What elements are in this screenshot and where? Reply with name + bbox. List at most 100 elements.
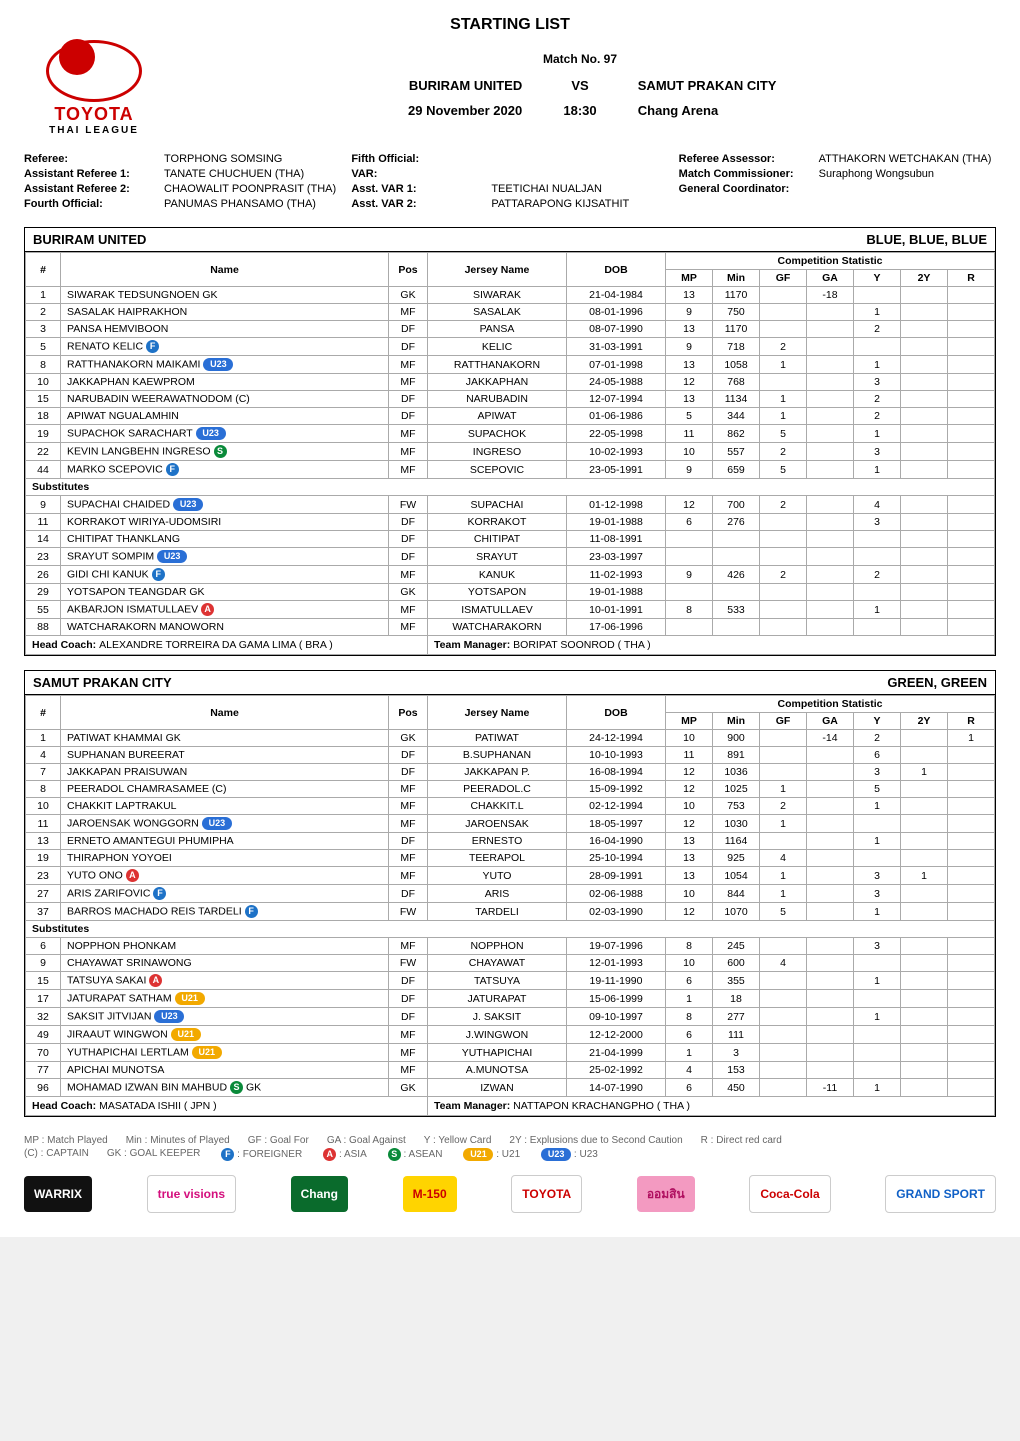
player-y2 — [901, 338, 948, 356]
player-y2 — [901, 408, 948, 425]
player-min: 718 — [713, 338, 760, 356]
player-gf — [760, 1062, 807, 1079]
player-y2 — [901, 747, 948, 764]
player-ga — [807, 850, 854, 867]
player-name: AKBARJON ISMATULLAEVA — [61, 601, 389, 619]
player-mp: 8 — [666, 1008, 713, 1026]
player-ga — [807, 972, 854, 990]
player-mp: 6 — [666, 1079, 713, 1097]
player-y2 — [901, 566, 948, 584]
player-dob: 25-10-1994 — [567, 850, 666, 867]
player-jersey: YUTHAPICHAI — [428, 1044, 567, 1062]
player-dob: 18-05-1997 — [567, 815, 666, 833]
player-r — [948, 1026, 995, 1044]
player-min: 533 — [713, 601, 760, 619]
official-value — [491, 168, 668, 180]
player-row: 18APIWAT NGUALAMHINDFAPIWAT01-06-1986534… — [26, 408, 995, 425]
coach-name: ALEXANDRE TORREIRA DA GAMA LIMA ( BRA ) — [99, 639, 333, 651]
official-row: Assistant Referee 2:CHAOWALIT POONPRASIT… — [24, 183, 341, 195]
player-y: 1 — [854, 356, 901, 374]
legend-row-2: (C) : CAPTAINGK : GOAL KEEPERF : FOREIGN… — [24, 1148, 996, 1161]
player-dob: 24-05-1988 — [567, 374, 666, 391]
player-dob: 01-12-1998 — [567, 496, 666, 514]
player-y2 — [901, 1008, 948, 1026]
logo-dot — [59, 39, 95, 75]
player-min: 1170 — [713, 321, 760, 338]
player-gf — [760, 514, 807, 531]
player-name: CHITIPAT THANKLANG — [61, 531, 389, 548]
player-name: SIWARAK TEDSUNGNOEN GK — [61, 287, 389, 304]
player-ga: -11 — [807, 1079, 854, 1097]
player-num: 19 — [26, 425, 61, 443]
official-value: TANATE CHUCHUEN (THA) — [164, 168, 341, 180]
player-num: 18 — [26, 408, 61, 425]
player-min — [713, 531, 760, 548]
player-ga — [807, 408, 854, 425]
player-min — [713, 619, 760, 636]
player-mp: 11 — [666, 425, 713, 443]
player-min: 450 — [713, 1079, 760, 1097]
player-mp — [666, 619, 713, 636]
player-ga — [807, 391, 854, 408]
player-gf: 1 — [760, 885, 807, 903]
player-min: 277 — [713, 1008, 760, 1026]
player-mp: 9 — [666, 566, 713, 584]
player-row: 9SUPACHAI CHAIDEDU23FWSUPACHAI01-12-1998… — [26, 496, 995, 514]
player-name: KORRAKOT WIRIYA-UDOMSIRI — [61, 514, 389, 531]
col-ga: GA — [807, 713, 854, 730]
player-jersey: TARDELI — [428, 903, 567, 921]
player-y: 6 — [854, 747, 901, 764]
player-mp: 1 — [666, 990, 713, 1008]
player-jersey: CHAYAWAT — [428, 955, 567, 972]
player-min: 900 — [713, 730, 760, 747]
player-min: 1025 — [713, 781, 760, 798]
player-ga — [807, 798, 854, 815]
player-jersey: WATCHARAKORN — [428, 619, 567, 636]
player-min: 750 — [713, 304, 760, 321]
player-y2 — [901, 374, 948, 391]
player-row: 7JAKKAPAN PRAISUWANDFJAKKAPAN P.16-08-19… — [26, 764, 995, 781]
player-num: 49 — [26, 1026, 61, 1044]
player-ga — [807, 1044, 854, 1062]
player-ga — [807, 781, 854, 798]
player-gf — [760, 1008, 807, 1026]
team1-roster: #NamePosJersey NameDOBCompetition Statis… — [25, 252, 995, 655]
player-gf — [760, 833, 807, 850]
col-ga: GA — [807, 270, 854, 287]
player-mp: 1 — [666, 1044, 713, 1062]
team2-name: SAMUT PRAKAN CITY — [25, 671, 719, 694]
player-dob: 02-06-1988 — [567, 885, 666, 903]
player-row: 37BARROS MACHADO REIS TARDELIFFWTARDELI0… — [26, 903, 995, 921]
player-gf: 5 — [760, 903, 807, 921]
player-num: 11 — [26, 514, 61, 531]
player-row: 77APICHAI MUNOTSAMFA.MUNOTSA25-02-199241… — [26, 1062, 995, 1079]
legend-item: U23 : U23 — [538, 1148, 598, 1161]
player-y2 — [901, 1044, 948, 1062]
player-pos: DF — [389, 391, 428, 408]
officials-right: Referee Assessor:ATTHAKORN WETCHAKAN (TH… — [679, 150, 996, 213]
match-info: Match No. 97 BURIRAM UNITED VS SAMUT PRA… — [164, 52, 996, 124]
match-venue: Chang Arena — [628, 99, 994, 122]
player-jersey: CHAKKIT.L — [428, 798, 567, 815]
player-gf: 1 — [760, 356, 807, 374]
player-name: SRAYUT SOMPIMU23 — [61, 548, 389, 566]
player-y: 3 — [854, 938, 901, 955]
player-ga — [807, 321, 854, 338]
player-mp: 12 — [666, 815, 713, 833]
player-dob: 01-06-1986 — [567, 408, 666, 425]
player-jersey: YOTSAPON — [428, 584, 567, 601]
player-mp: 13 — [666, 356, 713, 374]
col-y2: 2Y — [901, 713, 948, 730]
player-mp: 13 — [666, 391, 713, 408]
legend-item: 2Y : Explusions due to Second Caution — [509, 1135, 682, 1146]
player-mp: 13 — [666, 287, 713, 304]
player-ga — [807, 885, 854, 903]
player-row: 11KORRAKOT WIRIYA-UDOMSIRIDFKORRAKOT19-0… — [26, 514, 995, 531]
player-mp: 13 — [666, 321, 713, 338]
player-r — [948, 601, 995, 619]
player-dob: 19-07-1996 — [567, 938, 666, 955]
player-ga — [807, 815, 854, 833]
player-num: 15 — [26, 972, 61, 990]
player-row: 49JIRAAUT WINGWONU21MFJ.WINGWON12-12-200… — [26, 1026, 995, 1044]
player-pos: MF — [389, 867, 428, 885]
